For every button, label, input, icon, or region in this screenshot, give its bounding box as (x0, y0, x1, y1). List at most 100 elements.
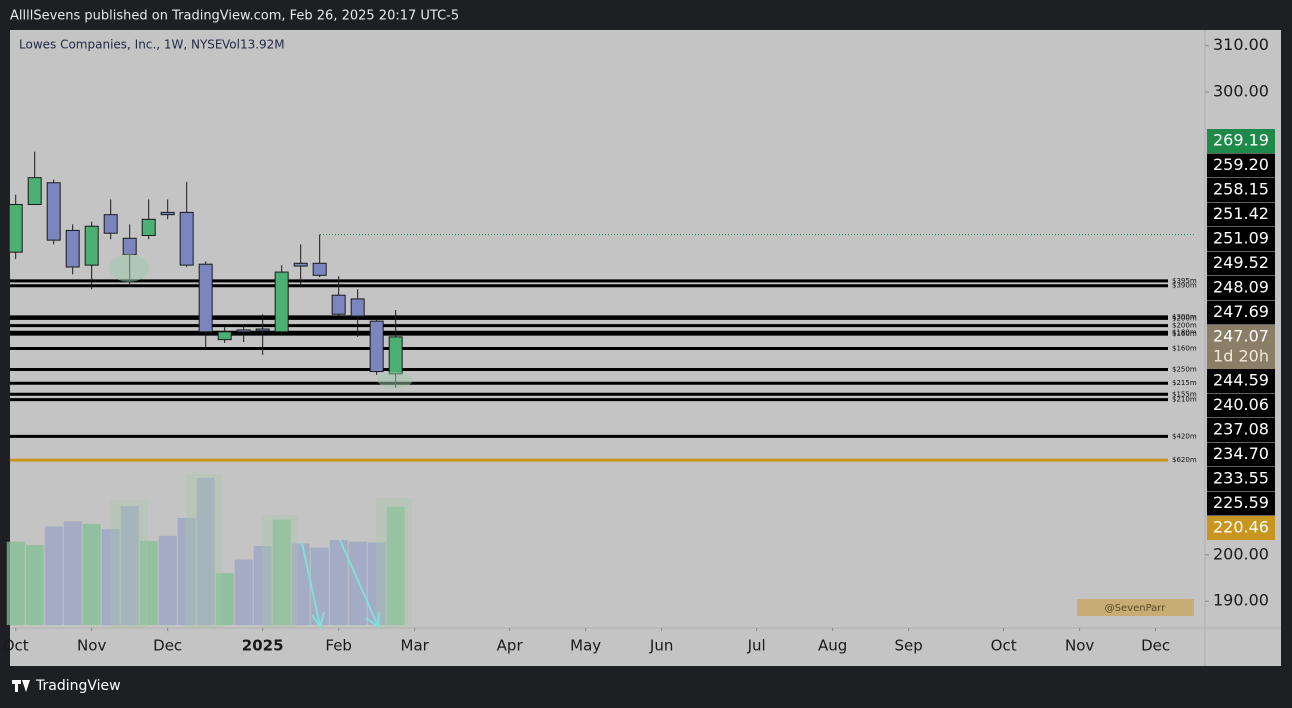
arrow-head (365, 611, 380, 629)
candle-body (293, 262, 308, 267)
volume-bar (272, 519, 291, 625)
volume-bar (386, 506, 405, 625)
price-label: 248.09 (1213, 278, 1269, 297)
price-label-box (1207, 227, 1275, 251)
price-label-box (1207, 393, 1275, 418)
watermark-box (1077, 599, 1194, 616)
volume-bar (234, 559, 253, 625)
price-label-box (1207, 300, 1275, 325)
volume-legend: Vol13.92M (222, 38, 285, 52)
price-label: 237.08 (1213, 420, 1269, 439)
y-tick-label: 310.00 (1213, 35, 1269, 54)
candle-body (388, 336, 403, 375)
arrow (339, 539, 379, 627)
level-note: $250m (1172, 365, 1197, 373)
level-note: $160m (1172, 344, 1197, 352)
publisher: AllllSevens published on TradingView.com… (10, 9, 459, 24)
level-note: $390m (1172, 282, 1197, 290)
volume-bar (120, 506, 139, 625)
symbol-title: Lowes Companies, Inc., 1W, NYSE (19, 38, 222, 52)
volume-bar (177, 517, 196, 625)
price-label-box (1207, 276, 1275, 300)
candle-body (65, 229, 80, 268)
price-label-box (1207, 129, 1275, 153)
price-label-box (1207, 516, 1275, 540)
x-tick-label: Oct (991, 637, 1017, 655)
price-label: 269.19 (1213, 131, 1269, 150)
arrow (301, 542, 321, 627)
volume-bar (139, 540, 158, 625)
price-label: 234.70 (1213, 444, 1269, 463)
x-tick-label: Feb (325, 637, 352, 655)
price-label-box (1207, 251, 1275, 276)
volume-bar (44, 526, 63, 625)
volume-bar (291, 543, 310, 625)
candle-body (122, 237, 137, 255)
price-label: 220.46 (1213, 518, 1269, 537)
annotations (109, 254, 413, 630)
price-label-box (1207, 178, 1275, 202)
price-label: 247.69 (1213, 302, 1269, 321)
level-note: $155m (1172, 390, 1197, 398)
price-label: 251.09 (1213, 229, 1269, 248)
series-layer: $395m$390m$300m$200m$200m$180m$160m$160m… (6, 151, 1197, 625)
volume-bar (310, 547, 329, 625)
x-tick-label: Apr (497, 637, 524, 655)
x-tick-label: Oct (3, 637, 29, 655)
volume-bar (82, 523, 101, 625)
level-note: $215m (1172, 379, 1197, 387)
candle-body (179, 211, 194, 266)
price-label-box (1207, 369, 1275, 393)
x-tick-label: Dec (1141, 637, 1170, 655)
volume-bar (196, 478, 215, 625)
highlight (376, 498, 412, 628)
candle-body (141, 218, 156, 237)
y-tick-label: 190.00 (1213, 591, 1269, 610)
level-note: $200m (1172, 322, 1197, 330)
y-tick-label: 300.00 (1213, 82, 1269, 101)
highlight (110, 500, 148, 628)
price-label-box (1207, 153, 1275, 178)
candle-body (217, 331, 232, 341)
volume-bar (367, 542, 386, 625)
level-note: $395m (1172, 277, 1197, 285)
x-tick-label: Dec (153, 637, 182, 655)
price-label: 240.06 (1213, 395, 1269, 414)
price-label-box (1207, 442, 1275, 467)
price-label-box (1207, 202, 1275, 227)
volume-bar (25, 545, 44, 625)
x-tick-label: Mar (401, 637, 430, 655)
level-note: $200m (1172, 314, 1197, 322)
level-note: $210m (1172, 396, 1197, 404)
price-label-box (1207, 418, 1275, 442)
candle-body (369, 320, 384, 373)
volume-bar (158, 535, 177, 625)
y-tick-label: 200.00 (1213, 544, 1269, 563)
price-label: 249.52 (1213, 253, 1269, 272)
price-label: 259.20 (1213, 155, 1269, 174)
volume-bar (215, 573, 234, 625)
footer-brand: TradingView (35, 678, 121, 694)
x-tick-label: Nov (1065, 637, 1094, 655)
highlight (262, 515, 298, 628)
x-tick-label: Nov (77, 637, 106, 655)
highlight (186, 474, 222, 628)
level-note: $620m (1172, 456, 1197, 464)
candle-body (27, 177, 42, 205)
price-label: 225.59 (1213, 493, 1269, 512)
x-tick-label: Jul (747, 637, 766, 655)
candle-body (198, 263, 213, 333)
candle-body (8, 203, 23, 253)
candle-body (46, 182, 61, 241)
level-note: $300m (1172, 313, 1197, 321)
x-tick-label: Jun (649, 637, 673, 655)
candle-body (312, 262, 327, 276)
price-label: 258.15 (1213, 180, 1269, 199)
arrow-head (311, 611, 325, 630)
level-note: $180m (1172, 328, 1197, 336)
candle-body (103, 214, 118, 234)
volume-bar (348, 541, 367, 625)
candle-body (274, 271, 289, 333)
x-tick-label: Sep (894, 637, 922, 655)
